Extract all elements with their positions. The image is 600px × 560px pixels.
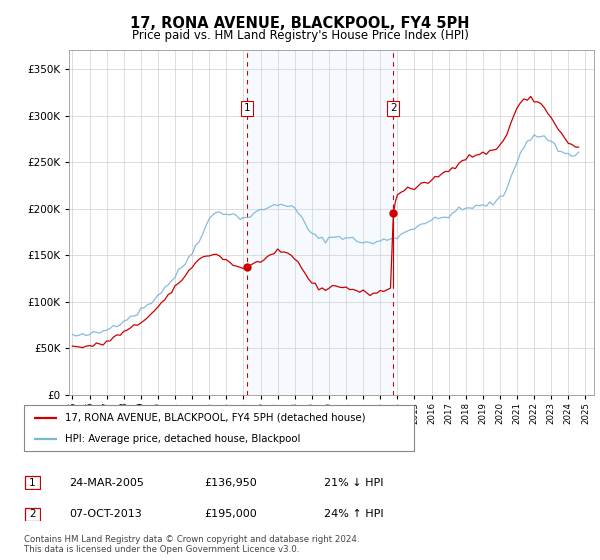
FancyBboxPatch shape — [25, 507, 40, 521]
Text: Contains HM Land Registry data © Crown copyright and database right 2024.
This d: Contains HM Land Registry data © Crown c… — [24, 535, 359, 554]
Text: £136,950: £136,950 — [204, 478, 257, 488]
FancyBboxPatch shape — [25, 476, 40, 489]
Text: 1: 1 — [29, 478, 36, 488]
Text: HPI: Average price, detached house, Blackpool: HPI: Average price, detached house, Blac… — [65, 434, 301, 444]
Text: 2: 2 — [390, 103, 397, 113]
Text: Price paid vs. HM Land Registry's House Price Index (HPI): Price paid vs. HM Land Registry's House … — [131, 29, 469, 42]
Text: £195,000: £195,000 — [204, 509, 257, 519]
Text: 24% ↑ HPI: 24% ↑ HPI — [324, 509, 383, 519]
Text: 21% ↓ HPI: 21% ↓ HPI — [324, 478, 383, 488]
Text: 24-MAR-2005: 24-MAR-2005 — [69, 478, 144, 488]
Text: 17, RONA AVENUE, BLACKPOOL, FY4 5PH (detached house): 17, RONA AVENUE, BLACKPOOL, FY4 5PH (det… — [65, 413, 365, 423]
Text: 2: 2 — [29, 509, 36, 519]
Text: 1: 1 — [244, 103, 251, 113]
Text: 17, RONA AVENUE, BLACKPOOL, FY4 5PH: 17, RONA AVENUE, BLACKPOOL, FY4 5PH — [130, 16, 470, 31]
Bar — [247, 50, 394, 395]
FancyBboxPatch shape — [24, 405, 414, 451]
Text: 07-OCT-2013: 07-OCT-2013 — [69, 509, 142, 519]
